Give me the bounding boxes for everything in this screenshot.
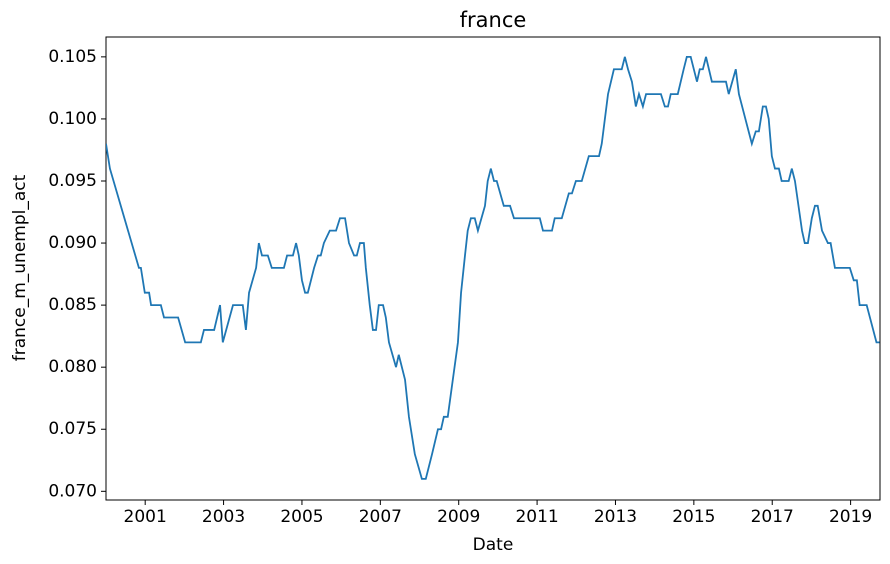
x-tick-label: 2005 — [280, 507, 323, 527]
y-tick-label: 0.095 — [48, 171, 97, 191]
plot-frame — [105, 36, 881, 501]
y-tick-label: 0.075 — [48, 419, 97, 439]
y-tick-label: 0.105 — [48, 47, 97, 67]
y-tick-label: 0.070 — [48, 481, 97, 501]
y-tick-label: 0.080 — [48, 357, 97, 377]
y-tick-label: 0.085 — [48, 295, 97, 315]
x-axis-label: Date — [473, 535, 514, 555]
x-tick-label: 2011 — [515, 507, 558, 527]
y-axis-label: france_m_unempl_act — [10, 174, 30, 361]
x-tick-label: 2013 — [594, 507, 637, 527]
chart-title: france — [460, 8, 527, 32]
y-tick-label: 0.100 — [48, 109, 97, 129]
x-tick-label: 2003 — [202, 507, 245, 527]
x-tick-label: 2017 — [751, 507, 794, 527]
x-tick-label: 2015 — [672, 507, 715, 527]
y-tick-label: 0.090 — [48, 233, 97, 253]
x-tick-label: 2019 — [829, 507, 872, 527]
x-tick-label: 2001 — [124, 507, 167, 527]
x-tick-label: 2009 — [437, 507, 480, 527]
x-tick-label: 2007 — [359, 507, 402, 527]
series-line — [106, 55, 880, 480]
